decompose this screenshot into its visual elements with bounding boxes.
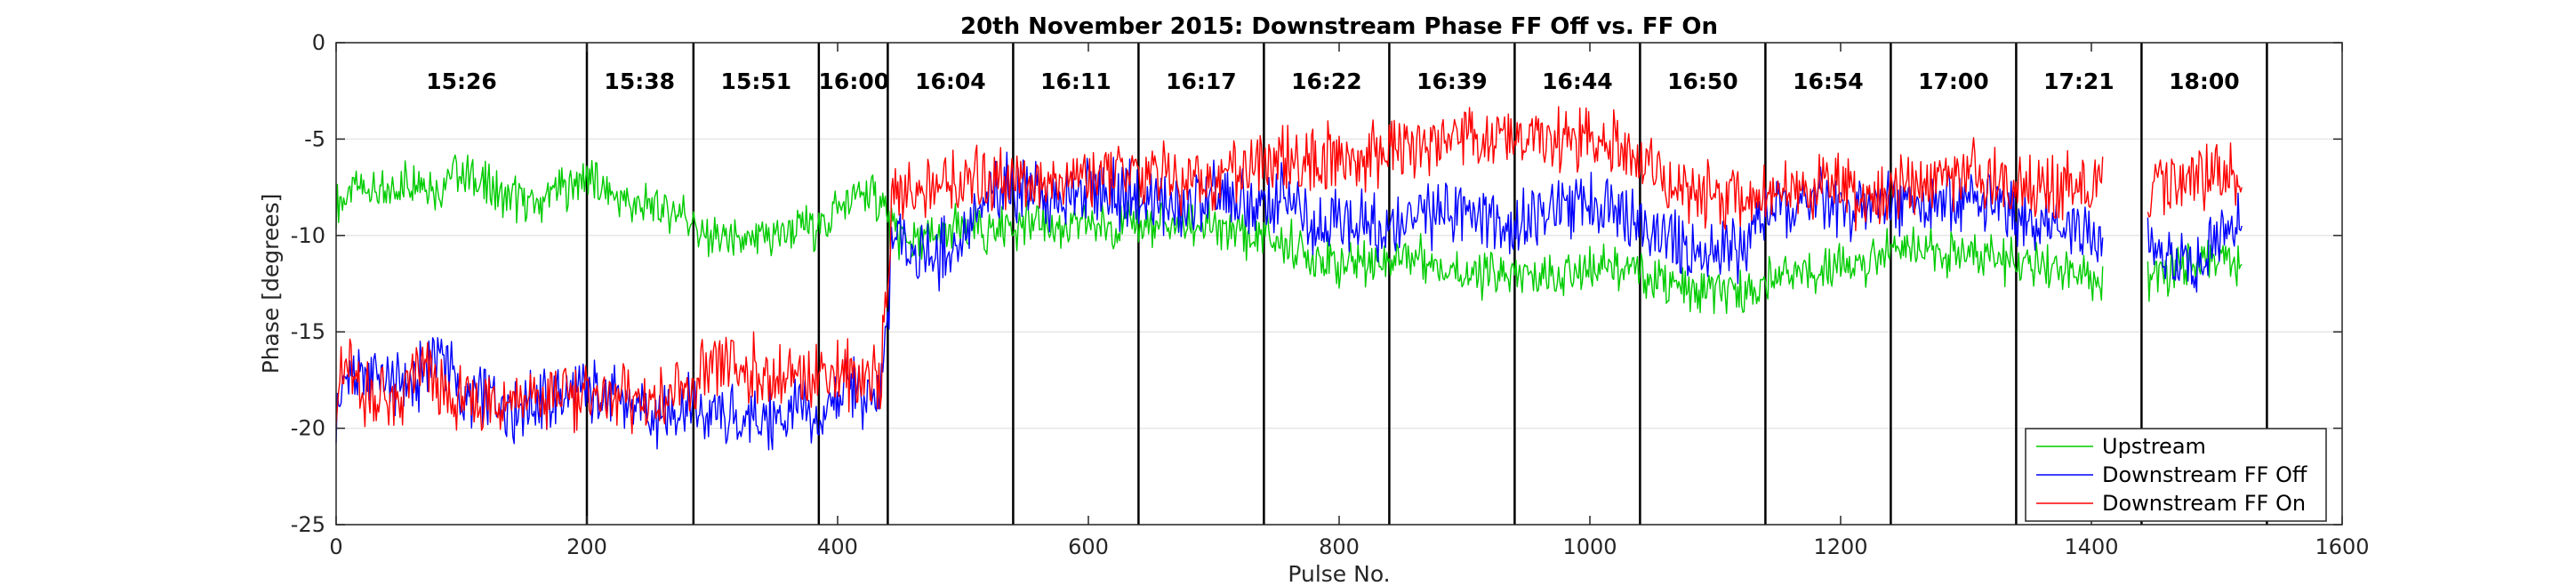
x-tick-label: 0 [329, 534, 342, 559]
segment-label: 16:44 [1542, 68, 1613, 94]
legend: Upstream Downstream FF Off Downstream FF O… [2025, 428, 2327, 522]
y-tick-label: -20 [291, 416, 325, 441]
x-tick-label: 1000 [1562, 534, 1617, 559]
x-axis-title: Pulse No. [1288, 561, 1390, 586]
y-tick-label: -25 [291, 512, 325, 537]
series-line-downstream-ff-on [335, 106, 2243, 435]
y-axis-title: Phase [degrees] [258, 194, 284, 374]
x-tick-label: 200 [566, 534, 607, 559]
segment-label: 16:04 [915, 68, 986, 94]
x-tick-label: 600 [1068, 534, 1109, 559]
y-tick-label: -10 [291, 223, 325, 248]
legend-label: Downstream FF On [2102, 491, 2306, 516]
segment-label: 15:51 [721, 68, 792, 94]
x-tick-label: 1200 [1813, 534, 1867, 559]
x-tick-label: 400 [817, 534, 858, 559]
segment-label: 15:38 [604, 68, 675, 94]
segment-label: 16:22 [1291, 68, 1362, 94]
segment-label: 16:00 [819, 68, 890, 94]
legend-label: Upstream [2102, 434, 2206, 459]
x-tick-label: 800 [1319, 534, 1360, 559]
series-lines [335, 106, 2243, 451]
segment-label: 18:00 [2169, 68, 2240, 94]
segment-label: 16:54 [1793, 68, 1864, 94]
segment-label: 16:50 [1667, 68, 1738, 94]
segment-label: 17:00 [1918, 68, 1989, 94]
segment-label: 16:11 [1040, 68, 1111, 94]
x-tick-label: 1600 [2315, 534, 2369, 559]
segment-label: 15:26 [426, 68, 497, 94]
segment-label: 16:17 [1166, 68, 1237, 94]
segment-label: 17:21 [2043, 68, 2115, 94]
y-tick-label: -15 [291, 319, 325, 344]
segment-labels: 15:26 15:38 15:51 16:00 16:04 16:11 16:17 16:22… [426, 68, 2239, 94]
chart-title: 20th November 2015: Downstream Phase FF … [960, 13, 1718, 40]
series-line-upstream [335, 154, 2243, 315]
x-axis-ticks: 0 200 400 600 800 1000 1200 1400 1600 [329, 43, 2370, 559]
segment-label: 16:39 [1416, 68, 1488, 94]
legend-label: Downstream FF Off [2102, 462, 2307, 487]
segment-dividers [585, 43, 2268, 525]
y-tick-label: -5 [304, 126, 325, 151]
y-tick-label: 0 [312, 30, 325, 55]
y-axis-ticks: 0 -5 -10 -15 -20 -25 [291, 30, 2342, 537]
x-tick-label: 1400 [2064, 534, 2118, 559]
